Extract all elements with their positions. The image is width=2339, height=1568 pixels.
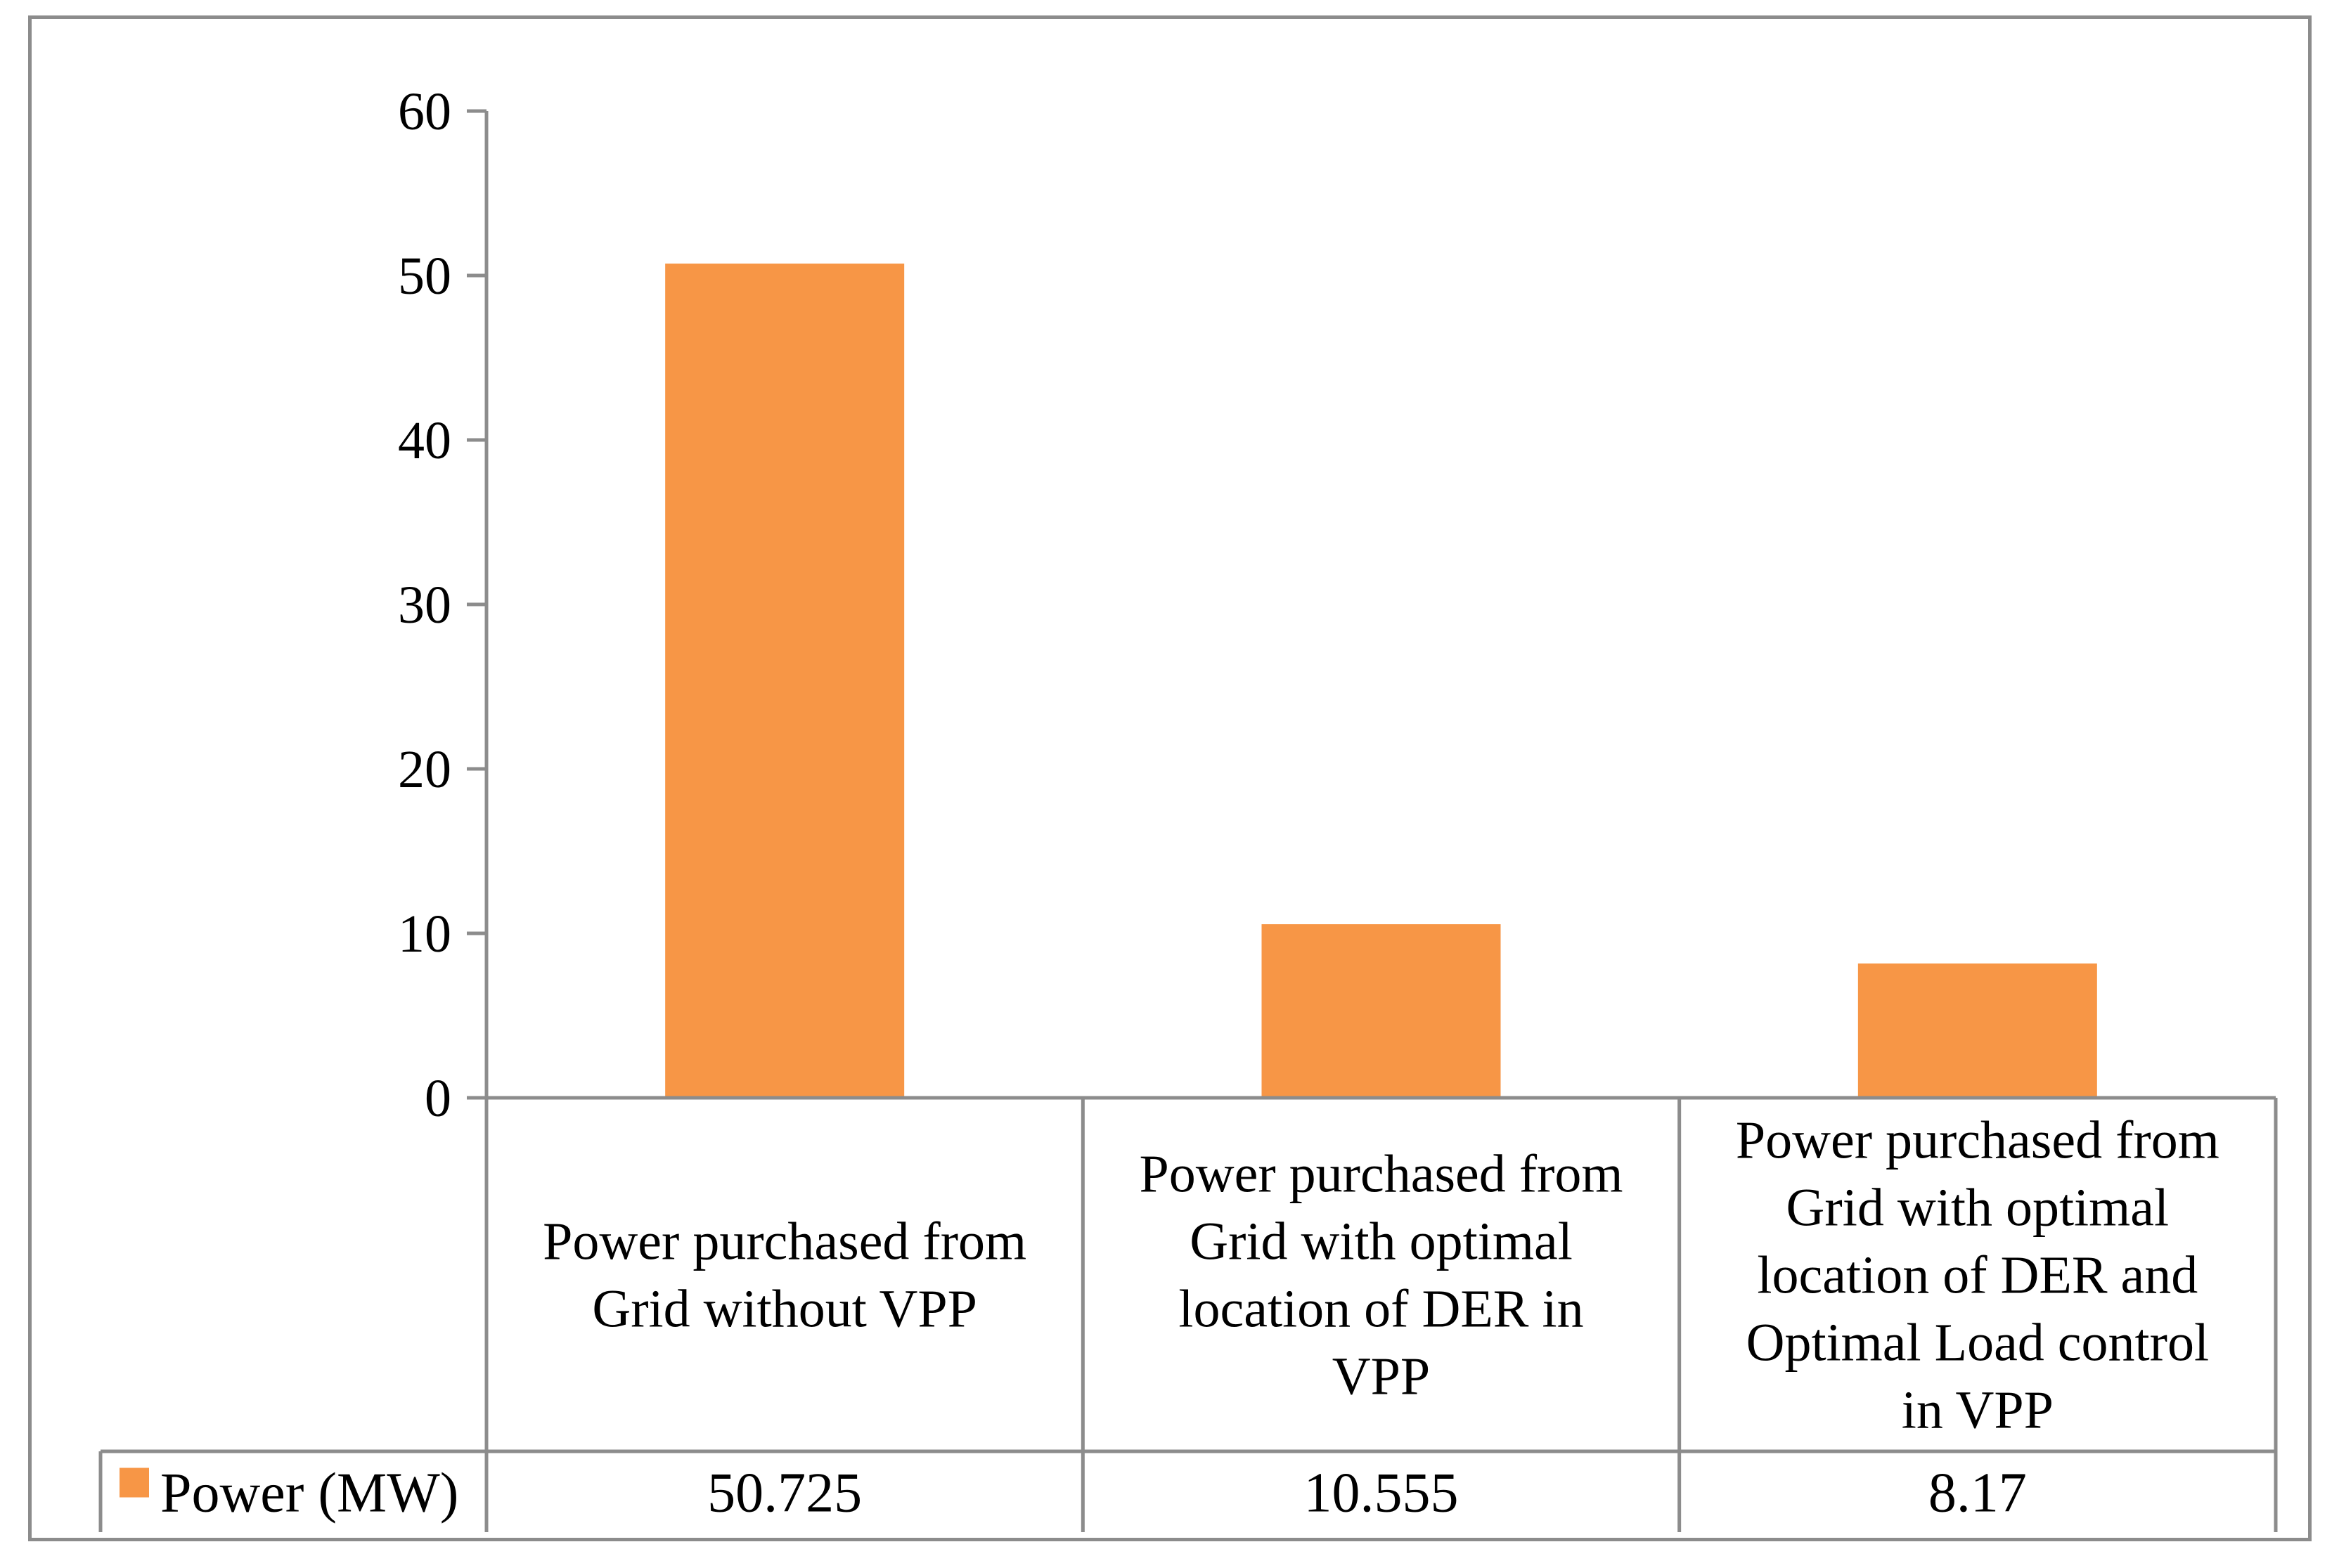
y-tick-label-10: 10 — [398, 905, 451, 964]
y-tick-label-20: 20 — [398, 740, 451, 799]
bar-2 — [1261, 924, 1501, 1098]
category-label-3: Power purchased from Grid with optimal loc… — [1736, 1111, 2219, 1440]
data-label-2: 10.555 — [1304, 1463, 1459, 1524]
legend-label: Power (MW) — [160, 1463, 458, 1524]
y-tick-label-60: 60 — [398, 82, 451, 141]
category-label-2: Power purchased from Grid with optimal loc… — [1139, 1145, 1623, 1406]
y-tick-label-40: 40 — [398, 411, 451, 470]
bar-3 — [1857, 963, 2097, 1098]
legend-swatch — [120, 1467, 149, 1498]
data-label-3: 8.17 — [1928, 1463, 2027, 1524]
data-label-1: 50.725 — [707, 1463, 862, 1524]
category-label-1: Power purchased from Grid without VPP — [543, 1212, 1026, 1339]
y-tick-label-0: 0 — [425, 1069, 451, 1128]
bar-1 — [665, 264, 905, 1098]
chart-frame — [28, 15, 2312, 1541]
y-tick-label-30: 30 — [398, 576, 451, 635]
y-tick-label-50: 50 — [398, 247, 451, 306]
